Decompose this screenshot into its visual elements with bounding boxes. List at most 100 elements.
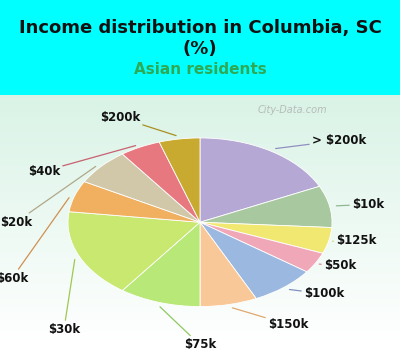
- Bar: [0, 102, 400, 105]
- Wedge shape: [69, 182, 200, 222]
- Bar: [0, 276, 400, 279]
- Bar: [0, 291, 400, 294]
- Bar: [0, 248, 400, 250]
- Bar: [0, 125, 400, 128]
- Bar: [0, 176, 400, 179]
- Bar: [0, 199, 400, 202]
- Bar: [0, 120, 400, 122]
- Text: $100k: $100k: [290, 287, 344, 300]
- Bar: [0, 335, 400, 337]
- Bar: [0, 250, 400, 253]
- Bar: [0, 135, 400, 138]
- Bar: [0, 169, 400, 171]
- Bar: [0, 260, 400, 263]
- Bar: [0, 294, 400, 296]
- Bar: [0, 337, 400, 340]
- Wedge shape: [200, 186, 332, 228]
- Bar: [0, 256, 400, 258]
- Bar: [0, 197, 400, 199]
- Bar: [0, 146, 400, 148]
- Bar: [0, 332, 400, 335]
- Text: $40k: $40k: [28, 146, 136, 178]
- Bar: [0, 105, 400, 107]
- Bar: [0, 187, 400, 189]
- Bar: [0, 235, 400, 238]
- Text: City-Data.com: City-Data.com: [257, 105, 327, 115]
- Bar: [0, 284, 400, 286]
- Bar: [0, 263, 400, 266]
- Bar: [0, 97, 400, 100]
- Text: $60k: $60k: [0, 198, 69, 285]
- Bar: [0, 238, 400, 240]
- Bar: [0, 207, 400, 209]
- Bar: [0, 217, 400, 220]
- Bar: [0, 161, 400, 163]
- Bar: [0, 268, 400, 271]
- Bar: [0, 112, 400, 115]
- Bar: [0, 209, 400, 212]
- Bar: [0, 245, 400, 248]
- Bar: [0, 289, 400, 291]
- Bar: [0, 273, 400, 276]
- Bar: [0, 307, 400, 309]
- Text: Asian residents: Asian residents: [134, 63, 266, 77]
- Bar: [0, 314, 400, 317]
- Bar: [0, 271, 400, 273]
- Wedge shape: [84, 154, 200, 222]
- Bar: [0, 151, 400, 153]
- Wedge shape: [200, 138, 320, 222]
- Bar: [0, 115, 400, 118]
- Bar: [0, 110, 400, 112]
- Bar: [0, 189, 400, 191]
- Bar: [0, 94, 400, 97]
- Bar: [0, 179, 400, 181]
- Text: $20k: $20k: [0, 166, 96, 229]
- Wedge shape: [200, 222, 323, 272]
- Bar: [0, 171, 400, 174]
- Bar: [0, 225, 400, 228]
- Bar: [0, 301, 400, 304]
- Bar: [0, 107, 400, 110]
- Bar: [0, 184, 400, 187]
- Bar: [0, 212, 400, 215]
- Bar: [0, 324, 400, 327]
- Wedge shape: [159, 138, 200, 222]
- Bar: [0, 330, 400, 332]
- Wedge shape: [200, 222, 307, 299]
- Bar: [0, 348, 400, 350]
- Bar: [0, 191, 400, 194]
- Bar: [0, 130, 400, 133]
- Bar: [0, 204, 400, 207]
- Wedge shape: [200, 222, 256, 307]
- Bar: [0, 133, 400, 135]
- Bar: [0, 158, 400, 161]
- Text: Income distribution in Columbia, SC
(%): Income distribution in Columbia, SC (%): [18, 19, 382, 58]
- Wedge shape: [200, 222, 332, 253]
- Wedge shape: [122, 142, 200, 222]
- Bar: [0, 279, 400, 281]
- Bar: [0, 163, 400, 166]
- Text: $10k: $10k: [336, 198, 384, 211]
- Text: $200k: $200k: [100, 111, 176, 135]
- Bar: [0, 327, 400, 330]
- Bar: [0, 232, 400, 235]
- Bar: [0, 253, 400, 255]
- Bar: [0, 304, 400, 307]
- Bar: [0, 345, 400, 348]
- Bar: [0, 312, 400, 314]
- Bar: [0, 243, 400, 245]
- Bar: [0, 240, 400, 243]
- Bar: [0, 153, 400, 156]
- Bar: [0, 319, 400, 322]
- Text: $75k: $75k: [160, 307, 216, 350]
- Text: $125k: $125k: [333, 234, 376, 247]
- Text: $150k: $150k: [232, 308, 308, 331]
- Bar: [0, 194, 400, 197]
- Text: > $200k: > $200k: [276, 134, 366, 148]
- Bar: [0, 299, 400, 301]
- Bar: [0, 342, 400, 345]
- Bar: [0, 281, 400, 284]
- Bar: [0, 156, 400, 158]
- Bar: [0, 166, 400, 169]
- Bar: [0, 202, 400, 204]
